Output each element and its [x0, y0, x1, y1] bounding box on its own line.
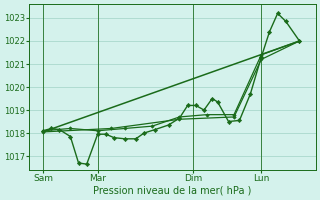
X-axis label: Pression niveau de la mer( hPa ): Pression niveau de la mer( hPa ): [93, 186, 252, 196]
